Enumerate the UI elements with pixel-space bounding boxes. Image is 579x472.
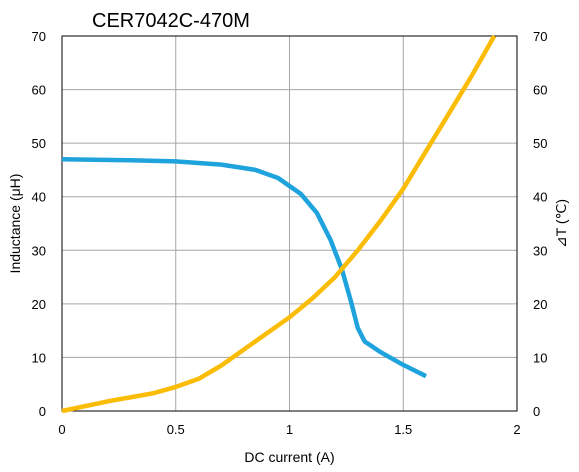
x-tick-label: 0 [58,422,65,437]
y-left-tick-label: 60 [32,83,46,98]
y-right-tick-label: 20 [533,297,547,312]
y-left-tick-label: 0 [39,404,46,419]
inductance-series-line [61,156,428,379]
y-axis-left-label: Inductance (μH) [7,174,23,274]
y-right-tick-label: 0 [533,404,540,419]
y-right-tick-label: 10 [533,350,547,365]
y-left-tick-label: 50 [32,136,46,151]
x-tick-label: 2 [513,422,520,437]
y-left-tick-label: 30 [32,243,46,258]
grid [62,36,517,411]
y-left-tick-label: 20 [32,297,46,312]
series-layer [61,34,497,414]
y-axis-right-label: ⊿T (℃) [553,199,569,248]
temperature-rise-series-line [61,34,497,414]
y-right-tick-label: 70 [533,29,547,44]
plot-frame [61,35,518,412]
x-axis-label: DC current (A) [244,449,334,465]
y-right-tick-label: 60 [533,83,547,98]
x-tick-label: 0.5 [167,422,185,437]
y-right-tick-label: 30 [533,243,547,258]
y-left-tick-label: 40 [32,190,46,205]
y-left-tick-label: 10 [32,350,46,365]
y-left-tick-label: 70 [32,29,46,44]
y-right-tick-label: 40 [533,190,547,205]
x-tick-label: 1.5 [394,422,412,437]
x-tick-label: 1 [286,422,293,437]
chart-title: CER7042C-470M [92,10,250,32]
y-right-tick-label: 50 [533,136,547,151]
